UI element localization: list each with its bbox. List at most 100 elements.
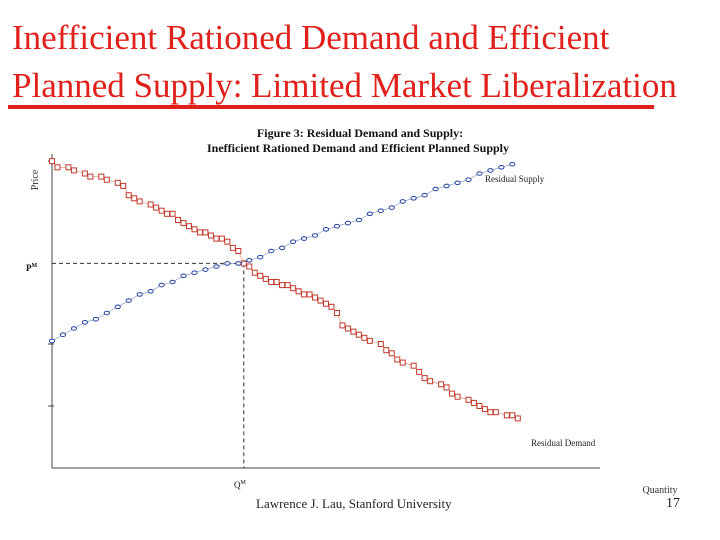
demand-point-22 [196, 229, 203, 236]
supply-point-13 [191, 270, 198, 276]
demand-point-26 [218, 235, 225, 242]
demand-point-45 [323, 300, 329, 307]
demand-point-67 [465, 396, 472, 403]
demand-point-9 [120, 182, 127, 189]
supply-point-36 [443, 183, 450, 189]
demand-point-43 [312, 294, 319, 301]
supply-point-8 [136, 292, 143, 297]
demand-point-69 [476, 403, 483, 409]
demand-point-13 [147, 201, 154, 208]
demand-point-25 [213, 235, 220, 242]
supply-point-42 [509, 161, 516, 167]
supply-point-10 [158, 282, 165, 288]
supply-point-29 [366, 211, 373, 217]
equilibrium-price-label: PM [26, 263, 38, 273]
series-demand [49, 158, 521, 422]
demand-point-16 [164, 210, 171, 217]
chart-title-line-1: Figure 3: Residual Demand and Supply: [257, 126, 463, 140]
supply-point-4 [92, 316, 99, 322]
chart-marks [48, 158, 521, 422]
slide-title-line-2: Planned Supply: Limited Market Liberaliz… [12, 66, 677, 105]
supply-point-19 [257, 254, 264, 260]
demand-point-33 [257, 272, 264, 279]
demand-point-54 [377, 341, 384, 347]
demand-point-29 [235, 248, 242, 254]
chart-axes [48, 154, 600, 469]
demand-point-6 [98, 173, 105, 180]
demand-point-7 [103, 176, 110, 183]
demand-point-71 [487, 409, 494, 416]
supply-point-34 [421, 192, 428, 198]
demand-point-32 [251, 269, 258, 276]
demand-point-64 [443, 384, 450, 391]
demand-point-18 [175, 217, 182, 223]
demand-point-0 [49, 158, 55, 165]
supply-point-32 [399, 199, 406, 204]
supply-point-27 [344, 220, 352, 226]
series-supply [48, 161, 516, 344]
supply-point-23 [300, 236, 308, 241]
series-label-demand: Residual Demand [531, 438, 596, 448]
slide-title: Inefficient Rationed Demand and Efficien… [12, 14, 712, 110]
demand-point-37 [279, 282, 286, 289]
supply-point-0 [48, 338, 56, 344]
supply-point-15 [213, 264, 220, 269]
demand-point-31 [246, 263, 253, 270]
demand-point-34 [262, 275, 269, 282]
page-number: 17 [666, 496, 680, 511]
equilibrium-quantity-label: QM [234, 480, 247, 490]
supply-point-16 [224, 261, 231, 266]
chart-title-line-2: Inefficient Rationed Demand and Efficien… [207, 141, 509, 155]
demand-point-70 [481, 406, 488, 413]
demand-point-39 [290, 285, 297, 292]
demand-point-14 [153, 204, 160, 211]
demand-point-3 [70, 167, 77, 174]
demand-point-28 [229, 244, 236, 251]
demand-point-49 [344, 325, 351, 332]
demand-point-38 [284, 282, 291, 289]
supply-point-35 [432, 186, 439, 192]
demand-point-10 [125, 192, 132, 199]
demand-point-12 [136, 198, 143, 205]
demand-point-21 [191, 226, 198, 233]
supply-point-6 [114, 304, 121, 310]
supply-point-2 [70, 326, 78, 331]
supply-point-18 [246, 258, 253, 263]
demand-point-56 [388, 350, 395, 357]
demand-point-20 [186, 223, 192, 230]
supply-point-12 [180, 273, 187, 279]
supply-point-20 [268, 248, 275, 254]
demand-point-58 [399, 359, 406, 366]
demand-point-17 [169, 210, 176, 217]
supply-point-28 [355, 217, 362, 223]
x-axis-label: Quantity [643, 485, 678, 496]
demand-point-35 [268, 279, 275, 285]
demand-point-41 [301, 291, 308, 298]
demand-point-8 [114, 179, 121, 186]
demand-point-51 [355, 331, 362, 338]
supply-point-17 [235, 261, 242, 266]
demand-point-36 [273, 279, 280, 285]
demand-point-2 [65, 164, 72, 171]
demand-point-72 [492, 409, 499, 416]
demand-point-59 [410, 362, 417, 369]
demand-point-42 [306, 291, 313, 298]
y-axis-label: Price [30, 169, 41, 190]
supply-point-37 [454, 180, 461, 186]
demand-point-23 [202, 229, 209, 236]
demand-point-27 [224, 238, 231, 245]
supply-point-11 [169, 279, 176, 285]
demand-point-53 [366, 337, 373, 344]
supply-point-30 [377, 208, 384, 213]
demand-point-55 [383, 347, 390, 354]
series-line-0 [51, 160, 518, 419]
demand-point-47 [333, 310, 340, 316]
demand-point-48 [339, 322, 346, 329]
demand-point-24 [207, 232, 214, 239]
demand-point-61 [421, 375, 428, 382]
demand-point-74 [509, 412, 516, 419]
supply-point-14 [202, 267, 209, 272]
supply-point-21 [279, 245, 286, 251]
supply-point-38 [465, 177, 472, 182]
